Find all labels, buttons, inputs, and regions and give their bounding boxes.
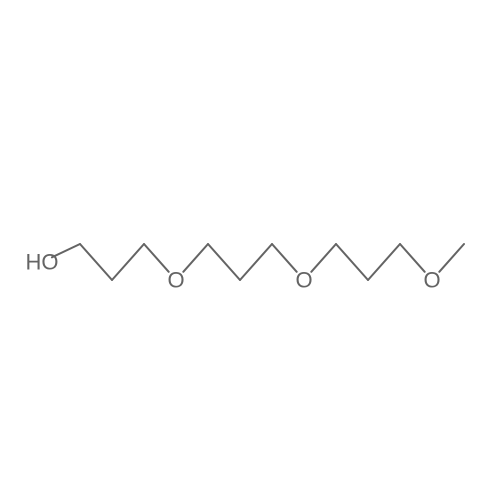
atom-label-ho: HO (26, 250, 59, 275)
bond (368, 244, 400, 280)
bond (400, 244, 425, 272)
bond (112, 244, 144, 280)
bond (183, 244, 208, 272)
bond (80, 244, 112, 280)
bond (144, 244, 169, 272)
atom-label-o: O (295, 268, 312, 293)
bond (272, 244, 297, 272)
bond (208, 244, 240, 280)
bond (439, 244, 464, 272)
bond (336, 244, 368, 280)
molecule-diagram: HO O O O (0, 0, 500, 500)
atom-label-o: O (167, 268, 184, 293)
bond (240, 244, 272, 280)
atom-label-o: O (423, 268, 440, 293)
bond (311, 244, 336, 272)
